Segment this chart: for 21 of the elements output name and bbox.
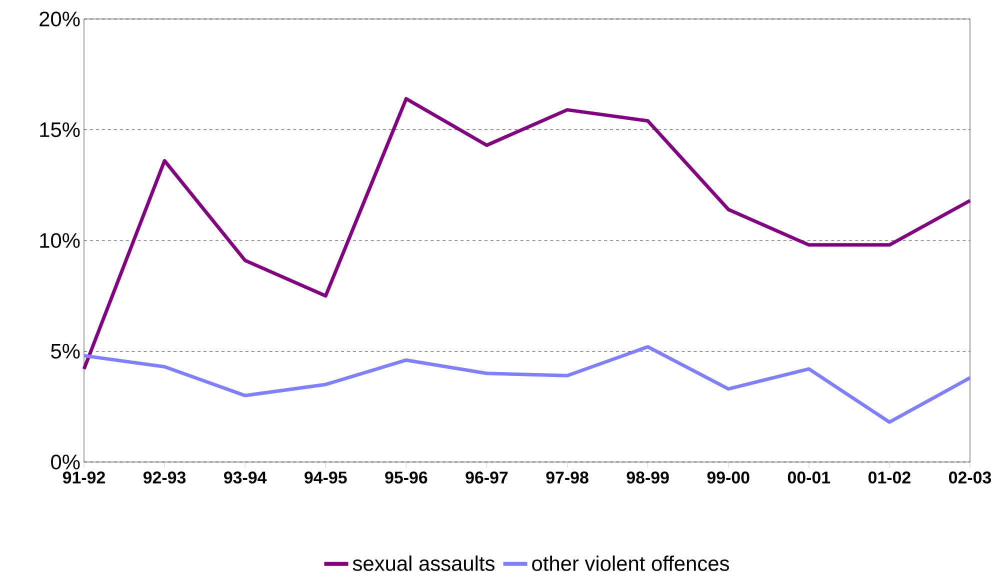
x-tick-label: 00-01 xyxy=(788,472,830,484)
x-tick-label: 02-03 xyxy=(949,472,991,484)
y-tick-label: 10% xyxy=(40,233,80,248)
x-tick-label: 99-00 xyxy=(707,472,750,484)
x-tick-label: 98-99 xyxy=(626,472,669,484)
line-series xyxy=(82,345,972,424)
x-tick-label: 94-95 xyxy=(304,472,347,484)
x-tick-label: 96-97 xyxy=(466,472,508,484)
legend-label: other violent offences xyxy=(532,556,729,571)
x-tick-label: 97-98 xyxy=(546,472,588,484)
x-tick-label: 95-96 xyxy=(385,472,428,484)
x-tick-label: 01-02 xyxy=(868,472,910,484)
x-tick-label: 93-94 xyxy=(224,472,267,484)
y-tick-label: 5% xyxy=(51,344,80,359)
y-tick-label: 20% xyxy=(40,12,80,26)
x-tick-label: 92-93 xyxy=(143,472,186,484)
legend-label: sexual assaults xyxy=(352,556,494,571)
y-tick-label: 15% xyxy=(40,122,80,138)
line-series xyxy=(82,96,972,371)
y-tick-label: 0% xyxy=(51,454,80,470)
x-tick-label: 91-92 xyxy=(62,472,105,484)
